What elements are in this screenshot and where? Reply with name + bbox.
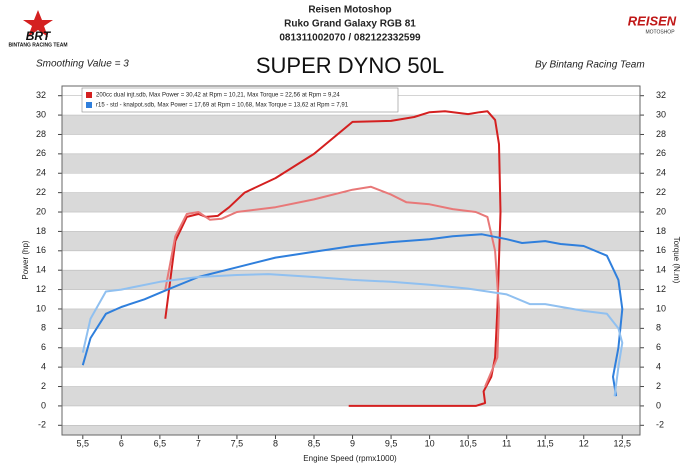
series-line [81,233,624,397]
y-tick-label: 16 [36,245,46,255]
credit: By Bintang Racing Team [535,60,645,71]
legend-box [81,87,399,113]
logo-text: REISEN [628,13,677,28]
y-tick-label: 30 [36,109,46,119]
x-tick-label: 11 [502,438,511,448]
header-line: Ruko Grand Galaxy RGB 81 [284,19,416,30]
series-line [164,110,502,407]
x-tick-label: 7 [196,438,201,448]
y-axis-label: Power (hp) [21,240,30,279]
x-tick-label: 9,5 [385,438,398,448]
header-line: Reisen Motoshop [308,5,391,16]
y2-tick-label: 26 [656,148,666,158]
logo-star [23,10,53,37]
y2-tick-label: 30 [656,109,666,119]
y2-tick-label: 12 [656,284,666,294]
x-tick-label: 8 [273,438,278,448]
y-tick-label: 22 [36,187,46,197]
y-tick-label: 18 [36,226,46,236]
legend-swatch [86,102,92,108]
y2-tick-label: 4 [656,362,661,372]
y-tick-label: 20 [36,206,46,216]
x-tick-label: 10 [425,438,435,448]
y-tick-label: 10 [36,303,46,313]
x-tick-label: 9 [350,438,355,448]
y-tick-label: 26 [36,148,46,158]
logo-text: BINTANG RACING TEAM [8,42,67,48]
grid-band [62,115,640,135]
y-tick-label: -2 [38,420,46,430]
y-tick-label: 6 [41,342,46,352]
legend-swatch [86,92,92,98]
x-tick-label: 7,5 [231,438,244,448]
x-tick-label: 8,5 [308,438,321,448]
y-tick-label: 0 [41,400,46,410]
grid-band [62,308,640,329]
y2-tick-label: 0 [656,400,661,410]
chart-title: SUPER DYNO 50L [256,53,444,78]
x-tick-label: 12,5 [614,438,632,448]
y2-tick-label: -2 [656,420,664,430]
y-tick-label: 2 [41,381,46,391]
y2-tick-label: 8 [656,323,661,333]
y-tick-label: 8 [41,323,46,333]
grid-band [62,425,640,435]
grid-band [62,192,640,213]
legend-label: 200cc dual injt.sdb, Max Power = 30,42 a… [96,93,340,99]
y-tick-label: 24 [36,168,46,178]
grid-band [62,386,640,406]
y2-tick-label: 10 [656,303,666,313]
x-tick-label: 6 [119,438,124,448]
logo-text: BRT [26,29,52,43]
y2-tick-label: 24 [656,168,666,178]
x-tick-label: 12 [579,438,589,448]
plot-frame [61,85,641,436]
series-line [81,273,624,397]
y-tick-label: 14 [36,265,46,275]
y-tick-label: 28 [36,129,46,139]
y2-tick-label: 28 [656,129,666,139]
y2-tick-label: 16 [656,245,666,255]
smoothing-note: Smoothing Value = 3 [36,59,129,70]
logo-text: MOTOSHOP [645,29,675,35]
y2-tick-label: 14 [656,265,666,275]
y2-tick-label: 2 [656,381,661,391]
y2-tick-label: 18 [656,226,666,236]
grid-band [62,347,640,368]
grid-band [62,153,640,174]
y2-tick-label: 20 [656,206,666,216]
y-tick-label: 32 [36,90,46,100]
y2-tick-label: 32 [656,90,666,100]
y2-axis-label: Torque (N.m) [672,237,681,284]
y2-tick-label: 6 [656,342,661,352]
legend-label: r15 - std - knalpot.sdb, Max Power = 17,… [96,103,349,109]
x-axis-label: Engine Speed (rpmx1000) [303,454,397,463]
x-tick-label: 10,5 [459,438,477,448]
x-tick-label: 5,5 [77,438,90,448]
y2-tick-label: 22 [656,187,666,197]
header-line: 081311002070 / 082122332599 [279,33,421,44]
y-tick-label: 4 [41,362,46,372]
y-tick-label: 12 [36,284,46,294]
grid-band [62,231,640,251]
x-tick-label: 11,5 [537,438,554,448]
x-tick-label: 6,5 [154,438,167,448]
series-line [164,185,500,387]
